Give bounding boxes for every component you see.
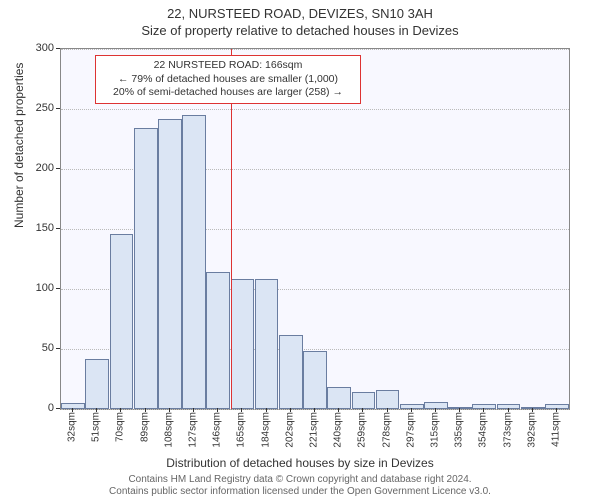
x-tick-label: 221sqm bbox=[309, 412, 320, 448]
y-tick-label: 50 bbox=[14, 342, 54, 354]
x-tick-mark bbox=[338, 408, 339, 412]
histogram-bar bbox=[206, 272, 230, 409]
x-tick-mark bbox=[532, 408, 533, 412]
gridline bbox=[61, 49, 569, 50]
x-tick-mark bbox=[145, 408, 146, 412]
x-tick-mark bbox=[556, 408, 557, 412]
histogram-bar bbox=[158, 119, 182, 409]
annotation-line: 22 NURSTEED ROAD: 166sqm bbox=[102, 59, 354, 73]
x-tick-label: 315sqm bbox=[429, 412, 440, 448]
annotation-line: ← 79% of detached houses are smaller (1,… bbox=[102, 73, 354, 87]
histogram-bar bbox=[424, 402, 448, 409]
y-tick-label: 0 bbox=[14, 402, 54, 414]
x-tick-label: 392sqm bbox=[526, 412, 537, 448]
histogram-bar bbox=[255, 279, 279, 409]
x-tick-mark bbox=[483, 408, 484, 412]
x-tick-mark bbox=[411, 408, 412, 412]
y-tick-mark bbox=[56, 48, 60, 49]
x-tick-mark bbox=[266, 408, 267, 412]
x-tick-label: 354sqm bbox=[478, 412, 489, 448]
histogram-bar bbox=[85, 359, 109, 409]
title-line-2: Size of property relative to detached ho… bbox=[0, 23, 600, 38]
x-tick-label: 278sqm bbox=[381, 412, 392, 448]
x-tick-mark bbox=[120, 408, 121, 412]
y-tick-mark bbox=[56, 288, 60, 289]
x-tick-mark bbox=[72, 408, 73, 412]
x-tick-label: 165sqm bbox=[236, 412, 247, 448]
x-tick-mark bbox=[96, 408, 97, 412]
histogram-bar bbox=[376, 390, 400, 409]
histogram-bar bbox=[327, 387, 351, 409]
x-tick-label: 240sqm bbox=[333, 412, 344, 448]
x-tick-mark bbox=[508, 408, 509, 412]
y-tick-label: 200 bbox=[14, 162, 54, 174]
x-tick-label: 297sqm bbox=[405, 412, 416, 448]
x-tick-label: 32sqm bbox=[67, 412, 78, 442]
histogram-bar bbox=[545, 404, 569, 409]
gridline bbox=[61, 409, 569, 410]
gridline bbox=[61, 109, 569, 110]
x-tick-label: 335sqm bbox=[454, 412, 465, 448]
x-tick-mark bbox=[459, 408, 460, 412]
x-tick-label: 70sqm bbox=[115, 412, 126, 442]
y-tick-label: 300 bbox=[14, 42, 54, 54]
y-tick-label: 150 bbox=[14, 222, 54, 234]
histogram-bar bbox=[400, 404, 424, 409]
x-tick-label: 259sqm bbox=[357, 412, 368, 448]
x-tick-mark bbox=[169, 408, 170, 412]
x-tick-mark bbox=[193, 408, 194, 412]
y-tick-mark bbox=[56, 408, 60, 409]
x-tick-label: 184sqm bbox=[260, 412, 271, 448]
x-tick-label: 108sqm bbox=[163, 412, 174, 448]
x-tick-mark bbox=[387, 408, 388, 412]
histogram-bar bbox=[110, 234, 134, 409]
x-tick-label: 51sqm bbox=[91, 412, 102, 442]
histogram-bar bbox=[231, 279, 255, 409]
x-tick-mark bbox=[362, 408, 363, 412]
footer-attribution: Contains HM Land Registry data © Crown c… bbox=[0, 474, 600, 498]
x-tick-label: 202sqm bbox=[284, 412, 295, 448]
x-axis-label: Distribution of detached houses by size … bbox=[0, 456, 600, 470]
chart-title: 22, NURSTEED ROAD, DEVIZES, SN10 3AH Siz… bbox=[0, 0, 600, 38]
title-line-1: 22, NURSTEED ROAD, DEVIZES, SN10 3AH bbox=[0, 6, 600, 21]
histogram-bar bbox=[352, 392, 376, 409]
x-tick-label: 127sqm bbox=[188, 412, 199, 448]
x-tick-mark bbox=[217, 408, 218, 412]
x-tick-label: 411sqm bbox=[550, 412, 561, 447]
histogram-bar bbox=[134, 128, 158, 409]
y-tick-label: 100 bbox=[14, 282, 54, 294]
histogram-bar bbox=[279, 335, 303, 409]
x-tick-mark bbox=[241, 408, 242, 412]
histogram-bar bbox=[182, 115, 206, 409]
histogram-bar bbox=[303, 351, 327, 409]
x-tick-mark bbox=[290, 408, 291, 412]
footer-line-2: Contains public sector information licen… bbox=[0, 486, 600, 498]
footer-line-1: Contains HM Land Registry data © Crown c… bbox=[0, 474, 600, 486]
y-tick-label: 250 bbox=[14, 102, 54, 114]
x-tick-label: 373sqm bbox=[502, 412, 513, 448]
y-tick-mark bbox=[56, 348, 60, 349]
histogram-bar bbox=[521, 407, 545, 409]
y-axis-label: Number of detached properties bbox=[12, 63, 26, 228]
x-tick-label: 146sqm bbox=[212, 412, 223, 448]
x-tick-mark bbox=[314, 408, 315, 412]
y-tick-mark bbox=[56, 168, 60, 169]
annotation-line: 20% of semi-detached houses are larger (… bbox=[102, 86, 354, 100]
x-tick-mark bbox=[435, 408, 436, 412]
y-tick-mark bbox=[56, 228, 60, 229]
x-tick-label: 89sqm bbox=[139, 412, 150, 442]
annotation-box: 22 NURSTEED ROAD: 166sqm← 79% of detache… bbox=[95, 55, 361, 104]
y-tick-mark bbox=[56, 108, 60, 109]
